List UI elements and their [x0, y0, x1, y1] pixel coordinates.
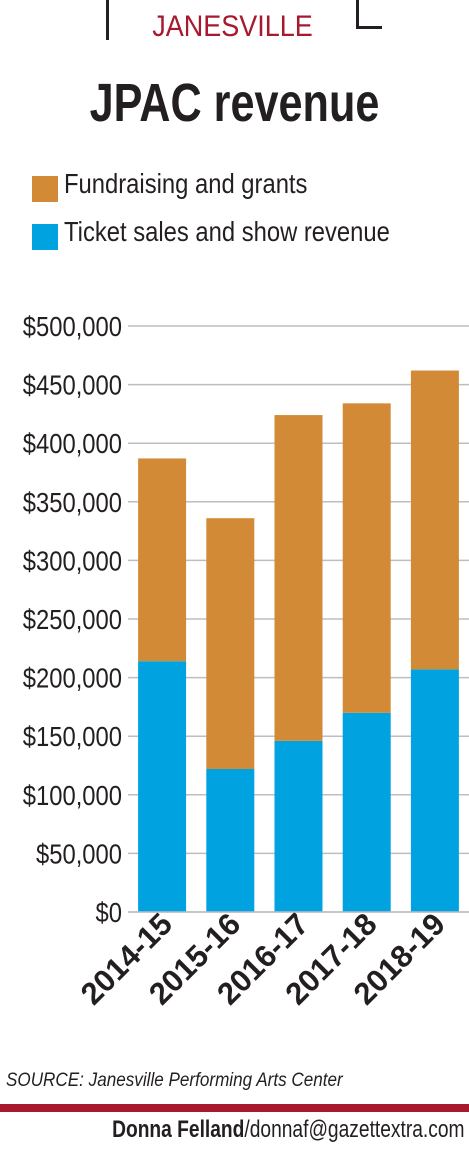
y-tick-label: $0 — [96, 896, 122, 928]
y-tick-label: $350,000 — [23, 486, 122, 518]
bar-tickets — [138, 661, 187, 912]
credit-email: /donnaf@gazettextra.com — [244, 1116, 465, 1143]
bar-tickets — [274, 740, 323, 912]
legend-swatch-fundraising — [32, 176, 58, 202]
bar-fundraising — [410, 370, 459, 670]
bar-fundraising — [342, 403, 391, 713]
bar-tickets — [410, 669, 459, 912]
y-tick-label: $150,000 — [23, 720, 122, 752]
y-tick-label: $50,000 — [36, 838, 122, 870]
y-tick-label: $400,000 — [23, 427, 122, 459]
header-rule-right-tick — [356, 26, 382, 29]
y-tick-label: $250,000 — [23, 603, 122, 635]
bar-fundraising — [274, 415, 323, 741]
bar-fundraising — [138, 458, 187, 662]
bar-tickets — [206, 769, 255, 912]
y-tick-label: $500,000 — [23, 310, 122, 342]
header-rule-left — [106, 0, 109, 40]
footer-rule — [0, 1104, 469, 1112]
legend-label-tickets: Ticket sales and show revenue — [64, 216, 390, 247]
kicker: JANESVILLE — [152, 10, 313, 43]
bar-tickets — [342, 712, 391, 912]
header-frame: JANESVILLE — [0, 0, 469, 60]
credit: Donna Felland/donnaf@gazettextra.com — [113, 1116, 465, 1144]
credit-name: Donna Felland — [112, 1116, 245, 1143]
legend-swatch-tickets — [32, 224, 58, 250]
y-tick-label: $200,000 — [23, 662, 122, 694]
y-tick-label: $300,000 — [23, 545, 122, 577]
source-note: SOURCE: Janesville Performing Arts Cente… — [6, 1070, 343, 1091]
legend-label-fundraising: Fundraising and grants — [64, 168, 308, 199]
y-tick-label: $100,000 — [23, 779, 122, 811]
header-rule-right — [356, 0, 359, 28]
revenue-bar-chart: $0 $50,000 $100,000 $150,000 $200,000 $250,00… — [23, 310, 469, 1011]
bar-fundraising — [206, 518, 255, 770]
y-tick-label: $450,000 — [23, 369, 122, 401]
chart-title: JPAC revenue — [89, 73, 380, 133]
